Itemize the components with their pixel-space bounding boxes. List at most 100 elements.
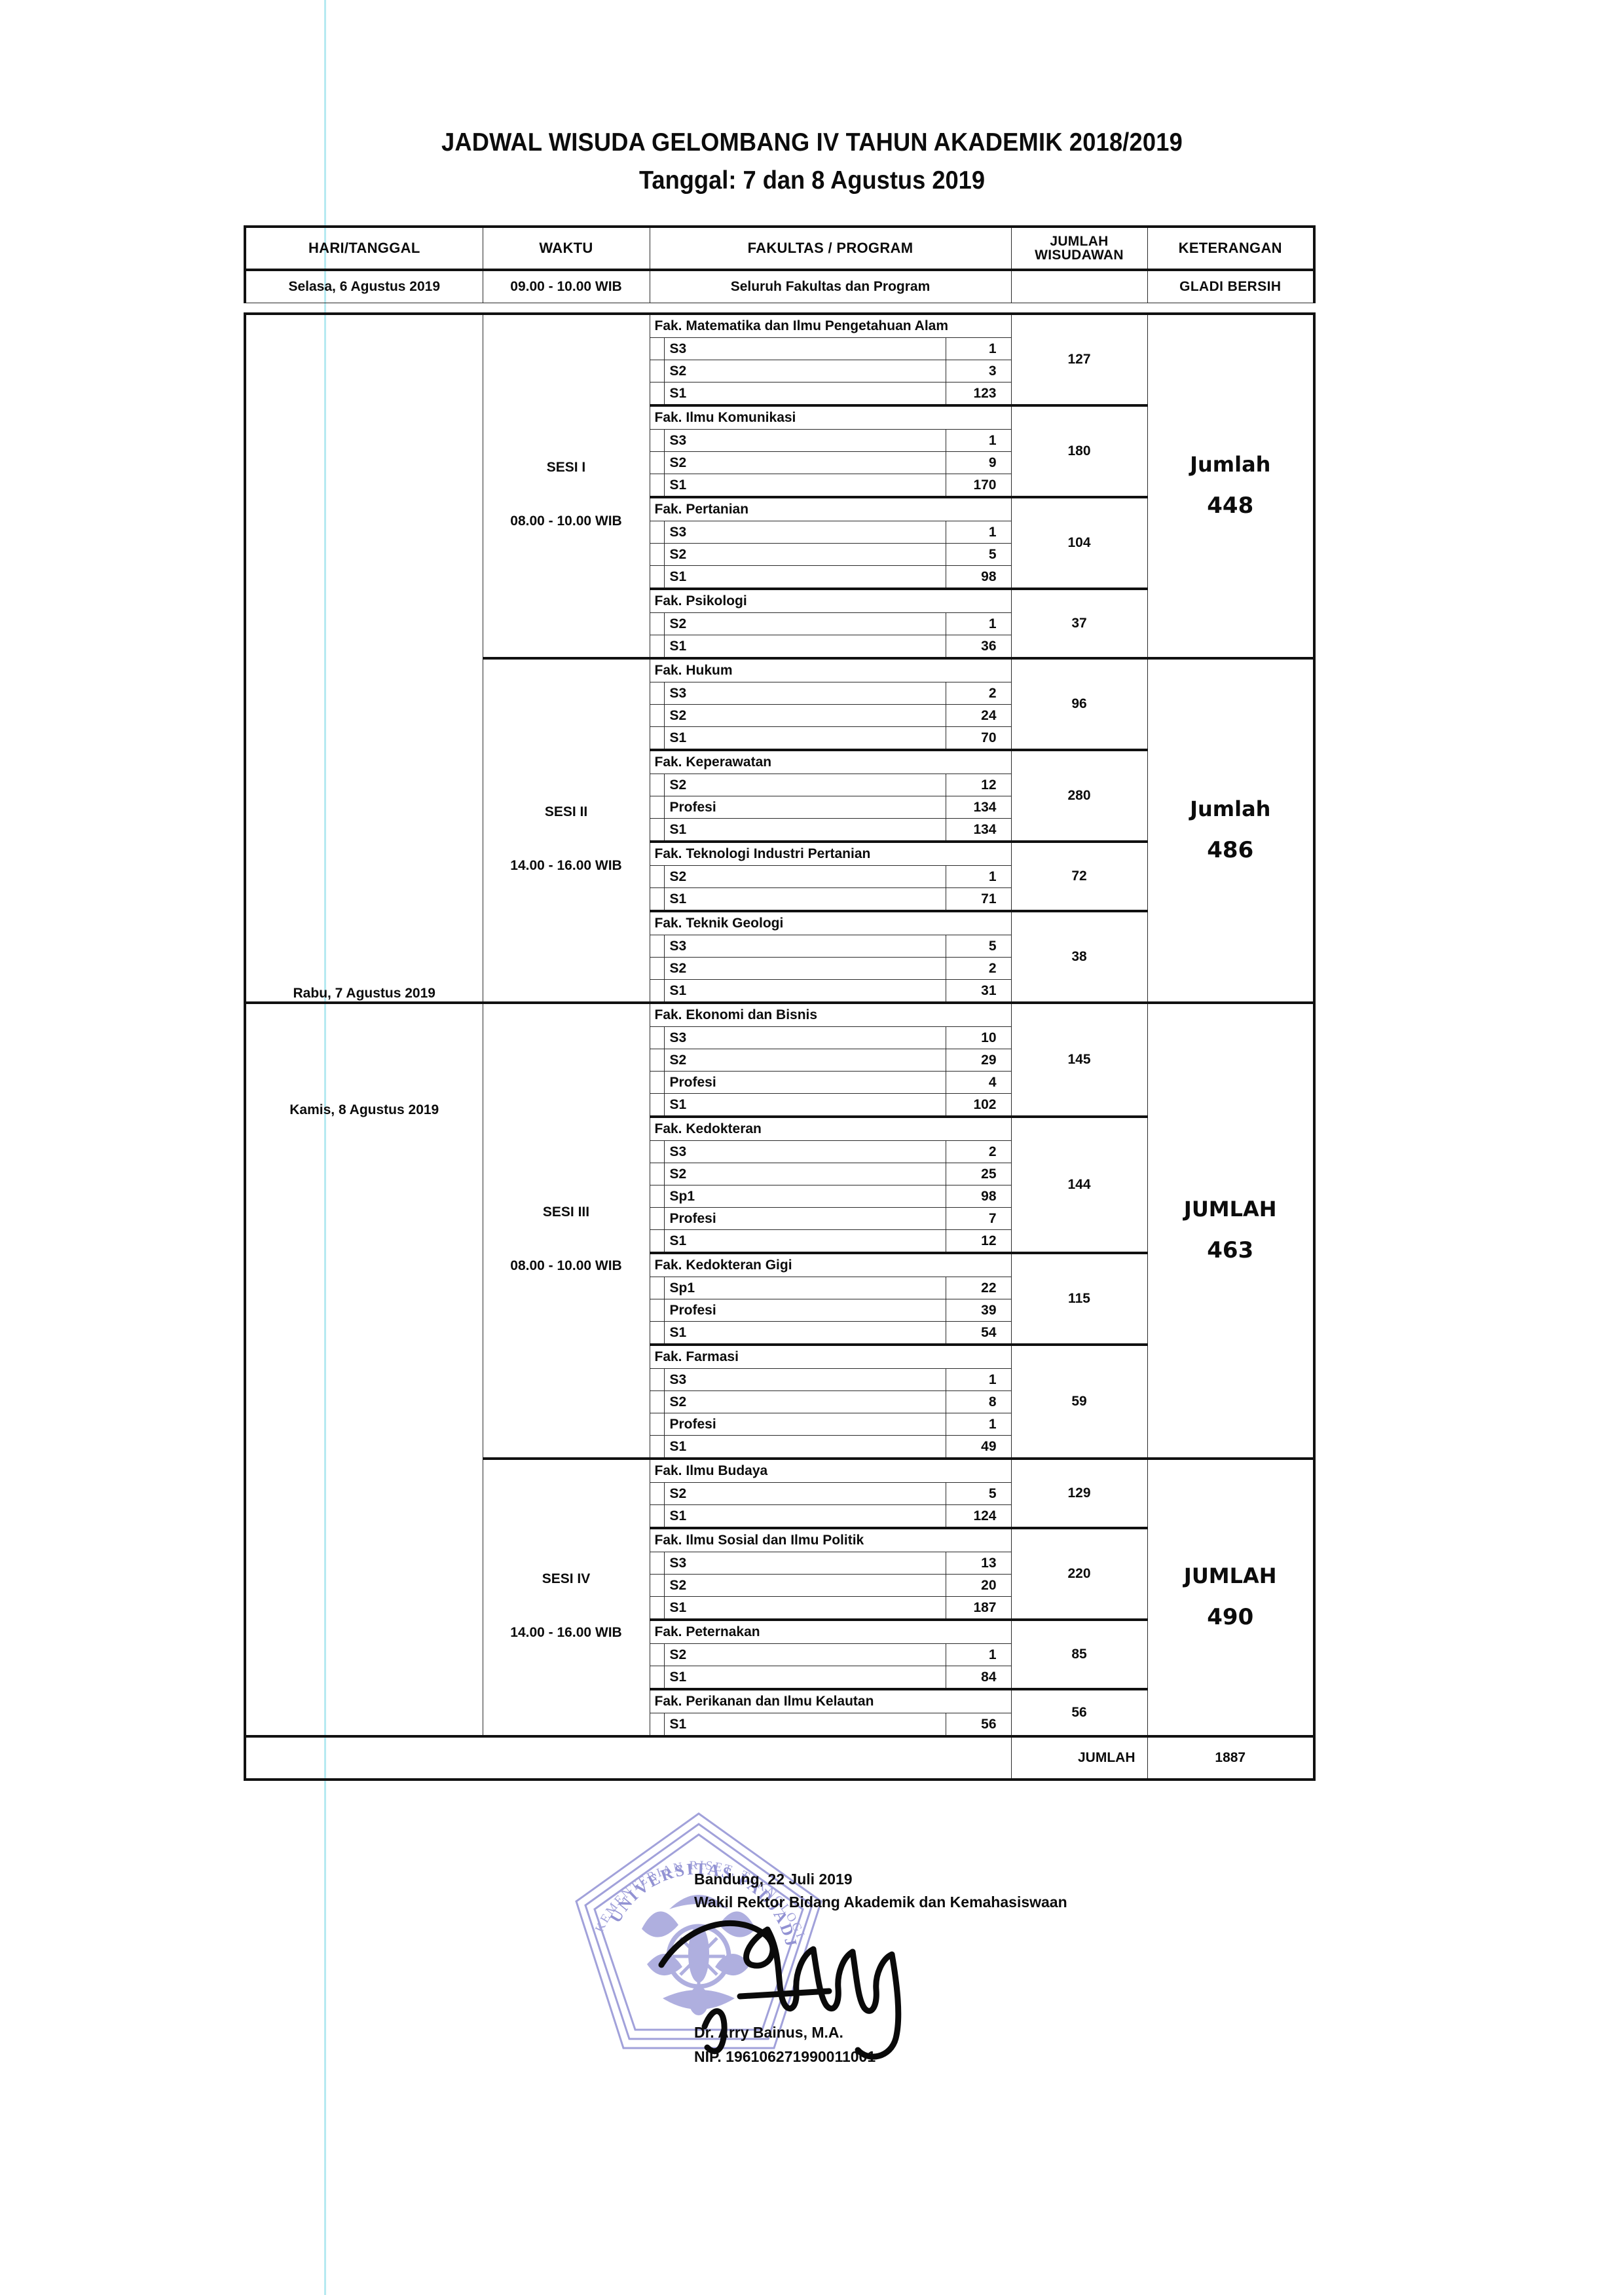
program-level-cell: S2 <box>663 704 946 727</box>
program-count-cell: 20 <box>945 1574 1012 1597</box>
faculty-subtotal: 220 <box>1010 1527 1148 1620</box>
table-row-program: S1 54 <box>245 1321 1314 1345</box>
header-waktu: WAKTU <box>482 225 650 271</box>
table-row-program: S2 25 <box>245 1163 1314 1185</box>
program-level-cell: S1 <box>663 1229 946 1254</box>
session-label: SESI III <box>542 1204 590 1220</box>
program-level-cell: S1 <box>663 1435 946 1459</box>
table-row-program: S2 1 <box>245 612 1314 635</box>
program-count: 10 <box>981 1030 997 1045</box>
faculty-name: Fak. Ekonomi dan Bisnis <box>654 1007 818 1022</box>
session-keterangan-cell: JUMLAH 463 <box>1147 1001 1316 1459</box>
table-row-program: Profesi 7 <box>245 1207 1314 1230</box>
program-level: S2 <box>669 1485 687 1501</box>
table-row-program: S1 70 <box>245 726 1314 751</box>
session-hours: 14.00 - 16.00 WIB <box>510 1625 622 1640</box>
program-gutter <box>649 565 665 589</box>
program-count: 70 <box>981 730 997 745</box>
program-level-cell: S1 <box>663 979 946 1003</box>
session-label: SESI I <box>546 460 586 475</box>
program-count: 1 <box>988 341 997 356</box>
faculty-name-cell: Fak. Hukum <box>649 657 1012 682</box>
faculty-name-cell: Fak. Psikologi <box>649 588 1012 613</box>
program-gutter <box>649 1140 665 1163</box>
faculty-name: Fak. Matematika dan Ilmu Pengetahuan Ala… <box>654 318 949 333</box>
faculty-name-cell: Fak. Kedokteran <box>649 1115 1012 1141</box>
program-level-cell: S1 <box>663 1596 946 1620</box>
grand-total-label: JUMLAH <box>1010 1735 1148 1781</box>
program-level: S3 <box>669 1555 687 1571</box>
program-count: 98 <box>981 569 997 584</box>
table-row-program: S2 29 <box>245 1049 1314 1072</box>
program-level-cell: S2 <box>663 865 946 888</box>
handwritten-signature <box>658 1920 902 2060</box>
session-label: SESI II <box>544 804 588 819</box>
program-level-cell: S1 <box>663 1666 946 1690</box>
program-count-cell: 123 <box>945 382 1012 406</box>
table-row-faculty: SESI IV 14.00 - 16.00 WIB Fak. Ilmu Budaya… <box>245 1457 1316 1737</box>
program-level-cell: S2 <box>663 1574 946 1597</box>
gladi-keterangan: GLADI BERSIH <box>1147 269 1316 303</box>
signature-block: Bandung, 22 Juli 2019 Wakil Rektor Bidan… <box>694 1868 1283 1914</box>
program-level-cell: S2 <box>663 774 946 796</box>
program-gutter <box>649 1071 665 1094</box>
table-row-program: Profesi 4 <box>245 1071 1314 1094</box>
day-label: Rabu, 7 Agustus 2019 <box>293 986 435 1001</box>
keterangan-label: Jumlah <box>1190 452 1271 477</box>
program-level: S2 <box>669 1577 687 1593</box>
table-row-faculty: Fak. Pertanian 104 <box>245 496 1314 589</box>
signature-position: Wakil Rektor Bidang Akademik dan Kemahas… <box>694 1893 1067 1911</box>
program-gutter <box>649 521 665 544</box>
program-level: S3 <box>669 1371 687 1387</box>
header-fakultas-program: FAKULTAS / PROGRAM <box>649 225 1012 271</box>
header-hari-tanggal: HARI/TANGGAL <box>244 225 483 271</box>
faculty-name-cell: Fak. Ilmu Komunikasi <box>649 404 1012 430</box>
program-count: 7 <box>988 1210 997 1226</box>
program-count: 123 <box>973 385 997 401</box>
keterangan-total: 463 <box>1207 1237 1254 1264</box>
faculty-subtotal: 104 <box>1010 496 1148 589</box>
program-count: 1 <box>988 1371 997 1387</box>
table-row-program: S2 1 <box>245 1643 1314 1666</box>
faculty-subtotal: 59 <box>1010 1343 1148 1459</box>
program-level-cell: S3 <box>663 682 946 705</box>
program-gutter <box>649 1390 665 1413</box>
program-level: S1 <box>669 982 687 998</box>
program-count: 1 <box>988 432 997 448</box>
faculty-name: Fak. Teknologi Industri Pertanian <box>654 846 871 861</box>
program-level: S1 <box>669 1716 687 1732</box>
program-level: S2 <box>669 546 687 562</box>
program-gutter <box>649 360 665 382</box>
program-gutter <box>649 474 665 498</box>
program-count-cell: 12 <box>945 1229 1012 1254</box>
program-count-cell: 39 <box>945 1299 1012 1322</box>
program-gutter <box>649 382 665 406</box>
faculty-name-cell: Fak. Pertanian <box>649 496 1012 521</box>
program-count: 12 <box>981 777 997 793</box>
faculty-name: Fak. Hukum <box>654 663 733 678</box>
faculty-name-cell: Fak. Ekonomi dan Bisnis <box>649 1001 1012 1027</box>
program-level: S3 <box>669 524 687 540</box>
table-row-program: Profesi 39 <box>245 1299 1314 1322</box>
table-row-program: S3 1 <box>245 337 1314 360</box>
keterangan-label: JUMLAH <box>1183 1563 1277 1589</box>
program-count-cell: 1 <box>945 521 1012 544</box>
program-level: S1 <box>669 821 687 837</box>
program-count: 56 <box>981 1716 997 1732</box>
program-gutter <box>649 1163 665 1185</box>
program-gutter <box>649 1574 665 1597</box>
program-count-cell: 56 <box>945 1713 1012 1737</box>
program-gutter <box>649 1435 665 1459</box>
program-gutter <box>649 1049 665 1072</box>
program-level: S2 <box>669 707 687 723</box>
faculty-subtotal: 38 <box>1010 910 1148 1003</box>
gladi-day: Selasa, 6 Agustus 2019 <box>244 269 483 303</box>
program-level: S2 <box>669 1166 687 1182</box>
program-gutter <box>649 1413 665 1436</box>
faculty-name: Fak. Teknik Geologi <box>654 916 784 931</box>
document-title-block: JADWAL WISUDA GELOMBANG IV TAHUN AKADEMI… <box>0 128 1624 195</box>
program-count: 2 <box>988 960 997 976</box>
program-level-cell: S3 <box>663 1140 946 1163</box>
program-level: S2 <box>669 868 687 884</box>
keterangan-label: Jumlah <box>1190 796 1271 822</box>
